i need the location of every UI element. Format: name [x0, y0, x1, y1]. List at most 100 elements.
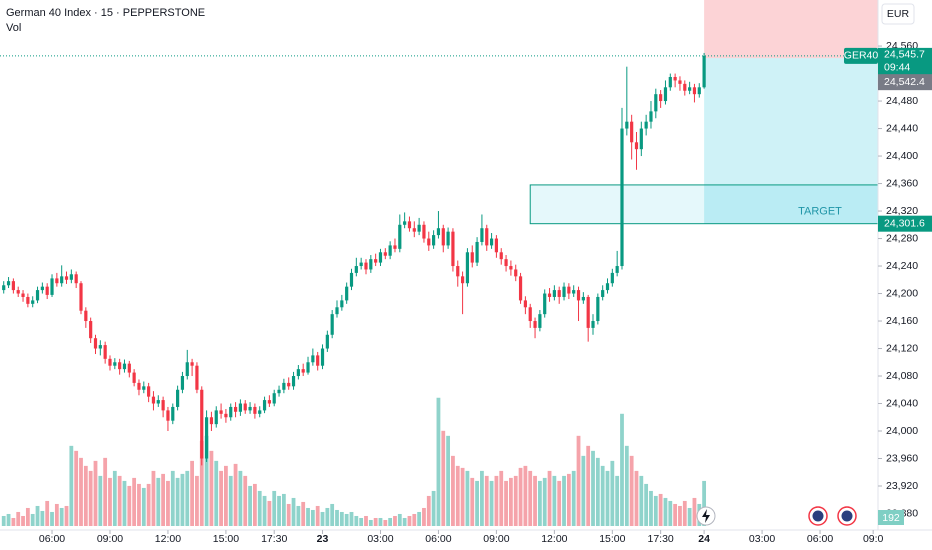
candle-body [204, 417, 209, 459]
candle-body [185, 362, 189, 377]
candle-body [118, 362, 122, 370]
volume-bar [653, 495, 658, 526]
candle-body [378, 252, 383, 263]
candle-body [60, 276, 64, 284]
volume-bar [40, 510, 45, 526]
volume-bar [1, 515, 6, 526]
candle-body [122, 363, 127, 370]
candle-body [485, 228, 489, 246]
volume-bar [349, 511, 354, 526]
volume-bar [451, 455, 455, 526]
volume-bar [528, 470, 533, 526]
volume-bar [533, 475, 537, 526]
candle-body [103, 345, 107, 359]
candle-body [84, 310, 88, 322]
candle-body [282, 382, 286, 390]
volume-bar [620, 413, 624, 526]
target-price-label: 24,301.6 [884, 217, 925, 229]
candle-body [320, 348, 325, 366]
volume-bar [252, 483, 257, 526]
volume-badge [878, 510, 904, 525]
event-icon[interactable] [837, 506, 857, 526]
candle-body [21, 293, 25, 297]
chart-title: German 40 Index · 15 · PEPPERSTONE [6, 7, 205, 19]
candle-body [171, 406, 175, 421]
volume-bar [523, 465, 528, 526]
y-tick-label: 24,280 [886, 232, 918, 244]
volume-bar [272, 490, 277, 526]
volume-bar [658, 493, 663, 526]
candle-body [340, 300, 344, 308]
candle-body [427, 238, 431, 246]
candle-body [354, 266, 358, 273]
candle-body [45, 286, 49, 295]
candle-body [552, 290, 556, 297]
volume-bar [79, 457, 83, 526]
volume-bar [233, 463, 238, 526]
candle-body [209, 417, 214, 425]
volume-bar [214, 460, 219, 526]
candle-body [388, 245, 392, 256]
target-zone [704, 58, 878, 224]
volume-bar [257, 490, 262, 526]
volume-bar [325, 507, 330, 526]
candle-body [108, 358, 112, 366]
volume-bar [74, 450, 79, 526]
volume-bar [615, 475, 620, 526]
x-tick-label: 15:00 [213, 533, 239, 545]
volume-bar [267, 500, 272, 526]
volume-bar [673, 503, 678, 526]
volume-bar [296, 505, 301, 526]
volume-bar [25, 507, 30, 526]
volume-bar [83, 465, 88, 526]
volume-bar [204, 435, 209, 526]
replay-icon[interactable] [696, 506, 716, 526]
candle-body [161, 400, 165, 411]
candle-body [649, 111, 653, 122]
candle-body [446, 231, 450, 246]
candle-body [233, 406, 238, 412]
candle-body [98, 345, 102, 349]
volume-bar [127, 485, 132, 526]
target-text: TARGET [798, 206, 842, 218]
candle-body [639, 128, 643, 150]
volume-bar [190, 460, 195, 526]
candle-body [74, 274, 78, 284]
volume-bar [552, 475, 557, 526]
y-tick-label: 24,480 [886, 95, 918, 107]
volume-bar [668, 500, 673, 526]
volume-bar [586, 445, 591, 526]
x-tick-label: 12:00 [541, 533, 567, 545]
volume-bar [566, 473, 571, 526]
volume-bar [378, 517, 383, 526]
last-price-label: 24,545.7 [884, 49, 925, 61]
y-tick-label: 24,000 [886, 425, 918, 437]
x-tick-label: 06:00 [807, 533, 833, 545]
candle-body [147, 386, 151, 397]
volume-bar [277, 495, 281, 526]
volume-bar [465, 470, 470, 526]
currency-button[interactable] [881, 3, 915, 25]
volume-bar [581, 455, 586, 526]
candle-body [557, 290, 561, 297]
candle-body [219, 410, 223, 414]
candle-body [301, 369, 305, 373]
volume-bar [576, 435, 581, 526]
candle-body [489, 238, 494, 246]
volume-bar [359, 517, 364, 526]
volume-bar [30, 513, 35, 526]
candle-body [523, 300, 527, 308]
event-icon[interactable] [808, 506, 828, 526]
volume-bar [45, 500, 50, 526]
candle-body [306, 362, 310, 373]
x-tick-label: 09:0 [863, 533, 884, 545]
candle-body [156, 400, 160, 404]
volume-bar [88, 470, 93, 526]
x-tick-label: 15:00 [599, 533, 625, 545]
y-tick-label: 24,240 [886, 260, 918, 272]
volume-bar [301, 501, 306, 526]
volume-bar [122, 480, 127, 526]
volume-bar [98, 475, 103, 526]
